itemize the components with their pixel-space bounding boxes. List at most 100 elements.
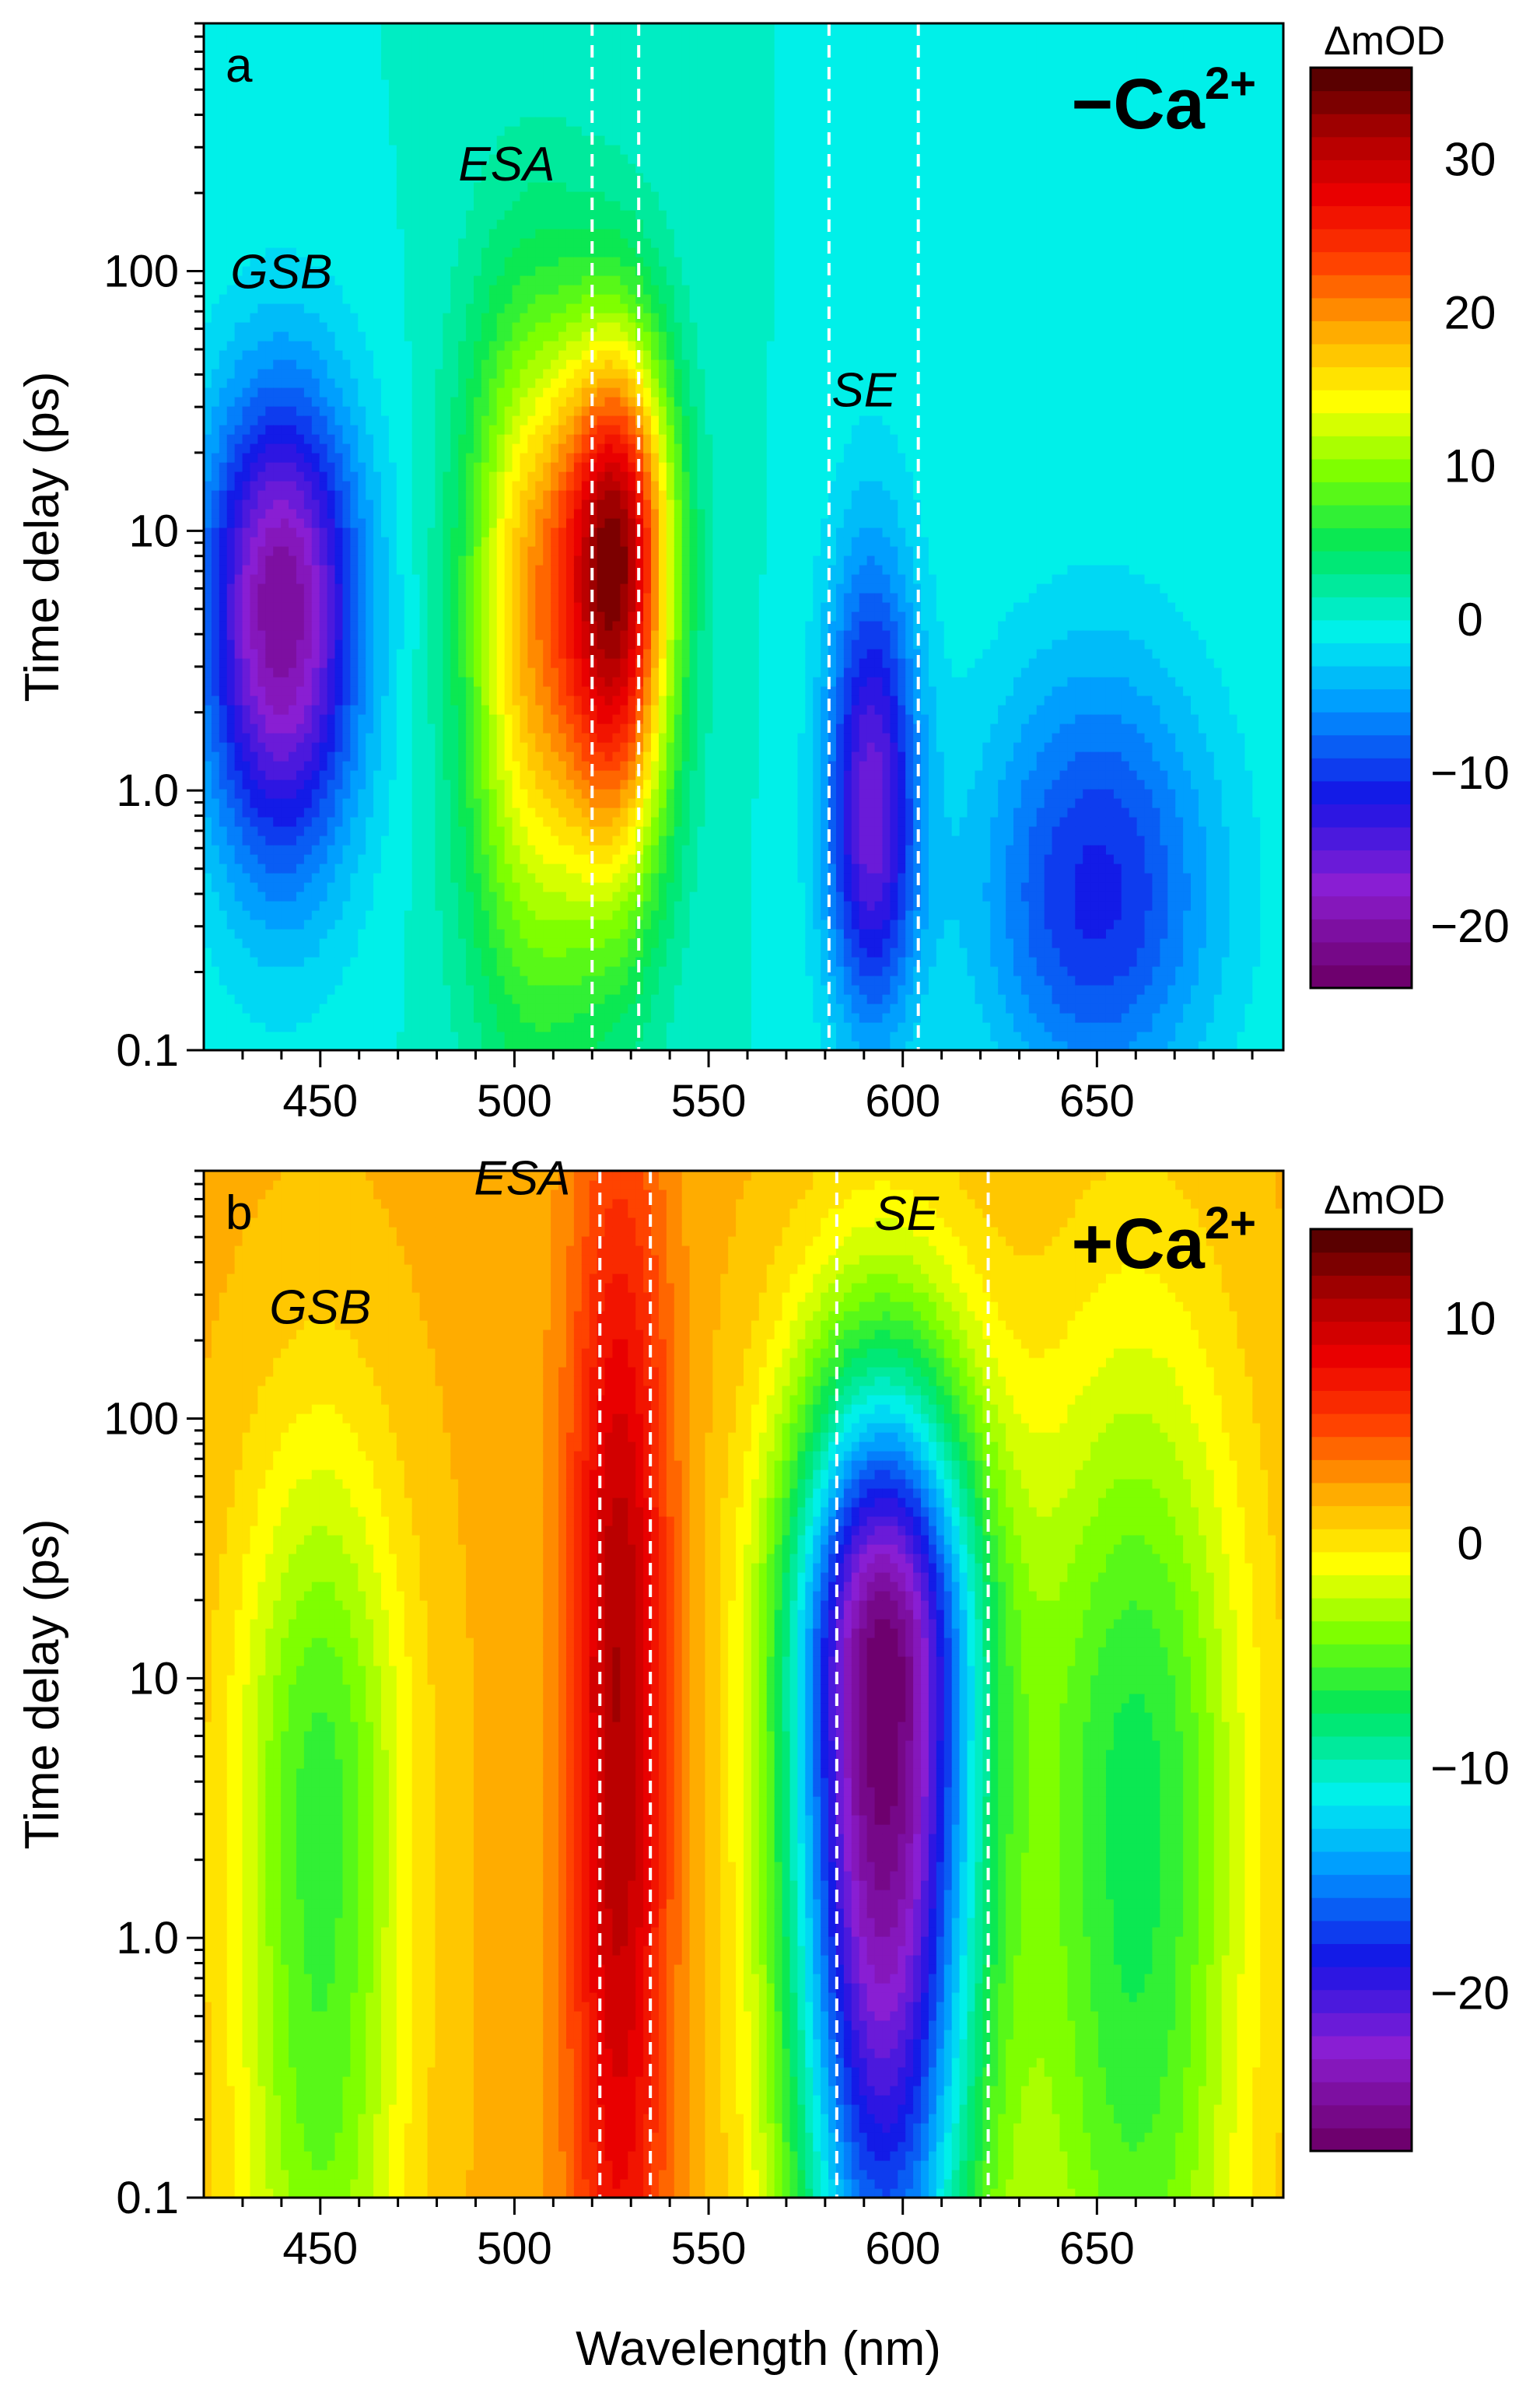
heatmap-cell	[504, 98, 513, 108]
heatmap-cell	[334, 1032, 344, 1042]
heatmap-cell	[234, 499, 243, 510]
heatmap-cell	[327, 565, 336, 575]
heatmap-cell	[474, 574, 482, 584]
heatmap-cell	[450, 994, 459, 1004]
heatmap-cell	[481, 23, 490, 33]
heatmap-cell	[242, 154, 251, 164]
heatmap-cell	[388, 854, 397, 864]
heatmap-cell	[342, 191, 351, 201]
heatmap-cell	[234, 649, 243, 659]
heatmap-cell	[234, 42, 243, 52]
heatmap-cell	[265, 565, 274, 575]
heatmap-cell	[211, 649, 220, 659]
heatmap-cell	[281, 695, 289, 706]
heatmap-cell	[366, 1041, 374, 1050]
heatmap-cell	[204, 639, 212, 650]
heatmap-cell	[535, 779, 544, 790]
heatmap-cell	[427, 210, 436, 220]
heatmap-cell	[219, 471, 228, 482]
heatmap-cell	[443, 350, 451, 360]
heatmap-cell	[396, 705, 405, 715]
heatmap-cell	[366, 966, 374, 976]
heatmap-cell	[450, 378, 459, 388]
heatmap-cell	[520, 1041, 528, 1050]
heatmap-cell	[350, 238, 359, 248]
heatmap-cell	[496, 397, 506, 407]
heatmap-cell	[388, 574, 397, 584]
heatmap-cell	[411, 481, 421, 491]
heatmap-cell	[381, 882, 390, 892]
heatmap-cell	[435, 210, 443, 220]
heatmap-cell	[458, 275, 467, 285]
heatmap-cell	[350, 546, 359, 556]
heatmap-cell	[350, 509, 359, 519]
heatmap-cell	[474, 677, 482, 687]
heatmap-cell	[474, 863, 482, 874]
heatmap-cell	[303, 957, 313, 967]
heatmap-cell	[211, 462, 220, 472]
heatmap-cell	[373, 471, 382, 482]
heatmap-cell	[257, 247, 266, 257]
heatmap-cell	[443, 107, 451, 117]
heatmap-cell	[273, 929, 282, 939]
heatmap-cell	[520, 695, 528, 706]
heatmap-cell	[342, 369, 351, 379]
heatmap-cell	[527, 471, 536, 482]
heatmap-cell	[226, 854, 236, 864]
heatmap-cell	[350, 966, 359, 976]
heatmap-cell	[411, 98, 421, 108]
heatmap-cell	[257, 817, 266, 827]
heatmap-cell	[289, 761, 297, 771]
heatmap-cell	[311, 490, 320, 500]
heatmap-cell	[250, 798, 258, 808]
heatmap-cell	[488, 677, 498, 687]
heatmap-cell	[234, 630, 243, 640]
heatmap-cell	[242, 369, 251, 379]
heatmap-cell	[535, 481, 544, 491]
heatmap-cell	[450, 275, 459, 285]
heatmap-cell	[327, 378, 336, 388]
heatmap-cell	[219, 761, 228, 771]
heatmap-cell	[219, 163, 228, 173]
heatmap-cell	[419, 910, 429, 920]
heatmap-cell	[366, 238, 374, 248]
heatmap-cell	[319, 89, 328, 99]
heatmap-cell	[358, 257, 366, 267]
heatmap-cell	[504, 742, 513, 752]
heatmap-cell	[481, 341, 490, 351]
heatmap-cell	[496, 425, 506, 435]
heatmap-cell	[265, 154, 274, 164]
heatmap-cell	[242, 443, 251, 454]
heatmap-cell	[404, 677, 413, 687]
heatmap-cell	[303, 966, 313, 976]
heatmap-cell	[512, 537, 521, 547]
heatmap-cell	[543, 966, 551, 976]
heatmap-cell	[265, 23, 274, 33]
heatmap-cell	[396, 42, 405, 52]
heatmap-cell	[474, 621, 482, 631]
heatmap-cell	[273, 294, 282, 304]
heatmap-cell	[204, 247, 212, 257]
heatmap-cell	[381, 1032, 390, 1042]
heatmap-cell	[289, 425, 297, 435]
heatmap-cell	[427, 854, 436, 864]
heatmap-cell	[512, 126, 521, 136]
heatmap-cell	[350, 359, 359, 370]
heatmap-cell	[219, 98, 228, 108]
heatmap-cell	[527, 201, 536, 211]
heatmap-cell	[273, 733, 282, 743]
heatmap-cell	[396, 938, 405, 948]
heatmap-cell	[543, 667, 551, 678]
heatmap-cell	[381, 70, 390, 80]
heatmap-cell	[257, 742, 266, 752]
heatmap-cell	[488, 817, 498, 827]
heatmap-cell	[527, 387, 536, 398]
heatmap-cell	[358, 135, 366, 145]
heatmap-cell	[311, 835, 320, 846]
heatmap-cell	[396, 537, 405, 547]
heatmap-cell	[242, 807, 251, 818]
heatmap-cell	[327, 294, 336, 304]
heatmap-cell	[520, 462, 528, 472]
heatmap-cell	[488, 23, 498, 33]
heatmap-cell	[358, 42, 366, 52]
